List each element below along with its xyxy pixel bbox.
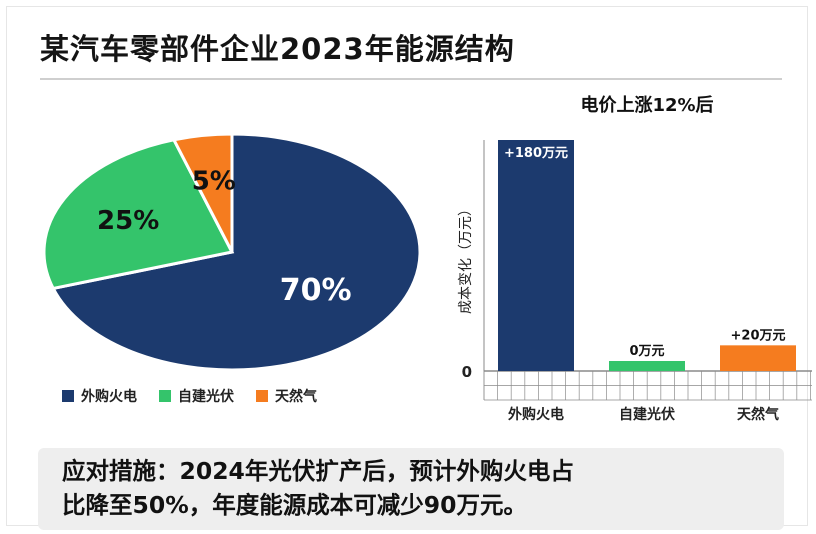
measures-note: 应对措施：2024年光伏扩产后，预计外购火电占 比降至50%，年度能源成本可减少… (62, 454, 782, 522)
y-axis-label: 成本变化（万元） (458, 202, 474, 314)
legend-item-gas: 天然气 (256, 386, 317, 406)
pie-label-grid-power: 70% (280, 273, 352, 308)
legend-item-grid-power: 外购火电 (62, 386, 137, 406)
page-title: 某汽车零部件企业2023年能源结构 (40, 32, 515, 66)
title-divider (40, 78, 782, 80)
legend-item-solar: 自建光伏 (159, 386, 234, 406)
pie-label-gas: 5% (192, 167, 236, 197)
bar-value-label-solar: 0万元 (629, 344, 664, 359)
bar-value-label-gas: +20万元 (731, 328, 786, 343)
measures-note-line-2: 比降至50%，年度能源成本可减少90万元。 (62, 491, 527, 519)
pie-legend: 外购火电 自建光伏 天然气 (62, 386, 317, 406)
measures-note-box (38, 448, 784, 530)
x-tick-label-solar: 自建光伏 (619, 406, 675, 423)
pie-slice-gas (171, 132, 234, 253)
bar-value-label-grid-power: +180万元 (504, 146, 568, 161)
pie-slice-solar (42, 138, 235, 291)
measures-note-line-1: 应对措施：2024年光伏扩产后，预计外购火电占 (62, 457, 574, 485)
legend-label-gas: 天然气 (275, 389, 317, 405)
x-tick-label-grid-power: 外购火电 (508, 406, 564, 423)
legend-swatch-solar (159, 390, 171, 402)
legend-swatch-gas (256, 390, 268, 402)
pie-label-solar: 25% (97, 206, 159, 236)
bar-solar (609, 361, 685, 371)
legend-label-grid-power: 外购火电 (81, 389, 137, 405)
y-tick-zero: 0 (462, 363, 472, 381)
bar-grid-power (498, 140, 574, 371)
bar-gas (720, 345, 796, 371)
x-tick-label-gas: 天然气 (737, 406, 779, 423)
legend-swatch-grid-power (62, 390, 74, 402)
legend-label-solar: 自建光伏 (178, 389, 234, 405)
pie-slice-grid-power (50, 132, 422, 372)
bar-chart-title: 电价上涨12%后 (580, 94, 713, 116)
bar-grid (483, 370, 812, 401)
